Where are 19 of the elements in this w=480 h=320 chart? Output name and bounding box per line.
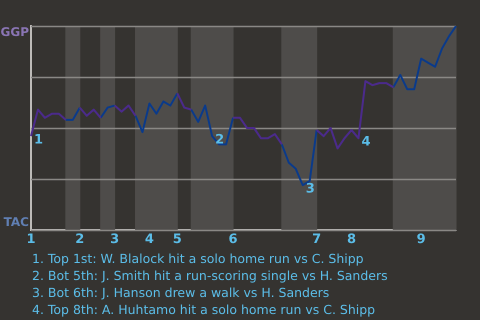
text: 4. Top 8th: A. Huhtamo hit a solo home run vs C. Shipp: [32, 301, 376, 318]
text: GGP: [0, 25, 30, 40]
x-tick-label: 8: [346, 232, 356, 248]
text: 1. Top 1st: W. Blalock hit a solo home run vs C. Shipp: [32, 250, 365, 267]
text: 3. Bot 6th: J. Hanson drew a walk vs H. Sanders: [32, 284, 330, 301]
x-tick-label: 3: [110, 232, 120, 248]
x-tick-label: 5: [172, 232, 182, 248]
annotation: 1: [34, 132, 44, 148]
x-tick-label: 4: [144, 232, 154, 248]
text: 2. Bot 5th: J. Smith hit a run-scoring single vs H. Sanders: [32, 267, 389, 284]
x-tick-label: 6: [228, 232, 238, 248]
x-tick-label: 7: [312, 232, 322, 248]
annotation: 3: [306, 181, 315, 196]
x-tick-label: 1: [26, 232, 36, 248]
text: TAC: [4, 215, 30, 230]
x-tick-label: 9: [416, 232, 426, 248]
annotation: 2: [215, 132, 224, 148]
x-tick-label: 2: [75, 232, 84, 248]
annotation: 4: [361, 134, 371, 150]
